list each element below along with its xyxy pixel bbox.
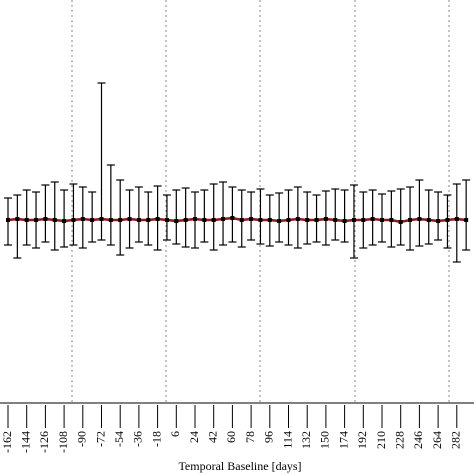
marker: [127, 217, 132, 221]
marker: [230, 216, 235, 220]
x-tick-label: 282: [449, 431, 463, 449]
mean-line: [7, 216, 467, 224]
marker: [52, 218, 57, 222]
marker: [351, 218, 356, 222]
marker: [370, 217, 375, 221]
x-tick-label: -72: [93, 431, 107, 447]
marker: [211, 218, 216, 222]
marker: [155, 217, 160, 221]
marker: [6, 218, 10, 222]
x-tick-label: -36: [131, 431, 145, 447]
marker: [464, 218, 469, 222]
marker: [398, 220, 403, 224]
marker: [258, 218, 263, 222]
marker: [454, 217, 459, 221]
x-tick-label: 210: [374, 431, 388, 449]
x-tick-label: -108: [56, 431, 70, 453]
marker: [24, 218, 29, 222]
marker: [417, 217, 422, 221]
x-tick-label: 264: [430, 431, 444, 449]
x-tick-label: -162: [0, 431, 14, 453]
marker: [202, 218, 207, 222]
marker: [193, 217, 197, 221]
marker: [15, 217, 20, 221]
marker: [314, 218, 319, 222]
x-tick-label: 42: [205, 431, 219, 443]
x-tick-label: -126: [37, 431, 51, 453]
marker: [34, 218, 39, 222]
marker: [146, 218, 151, 222]
marker: [249, 217, 254, 221]
marker: [333, 218, 338, 222]
x-tick-label: 96: [262, 431, 276, 443]
x-tick-label: 228: [392, 431, 406, 449]
marker: [380, 218, 384, 222]
marker: [286, 218, 291, 222]
marker: [342, 219, 347, 223]
marker: [295, 217, 300, 221]
x-tick-label: 150: [318, 431, 332, 449]
marker: [174, 219, 179, 223]
marker: [426, 218, 431, 222]
marker: [267, 218, 272, 222]
marker: [164, 218, 169, 222]
marker: [305, 218, 310, 222]
marker: [108, 218, 113, 222]
x-tick-label: 132: [299, 431, 313, 449]
marker: [62, 219, 67, 223]
x-tick-label: 24: [187, 431, 201, 443]
x-tick-label: 60: [224, 431, 238, 443]
marker: [445, 218, 450, 222]
marker: [239, 218, 244, 222]
x-tick-label: 174: [336, 431, 350, 449]
x-tick-label: -54: [112, 431, 126, 447]
marker: [389, 218, 394, 222]
x-tick-label: -90: [75, 431, 89, 447]
marker: [361, 218, 366, 222]
marker: [43, 217, 48, 221]
marker: [118, 218, 123, 222]
marker: [277, 219, 282, 223]
x-tick-label: -144: [18, 431, 32, 453]
marker: [221, 217, 226, 221]
x-tick-label: 114: [280, 431, 294, 449]
marker: [80, 217, 85, 221]
marker: [71, 218, 76, 222]
x-tick-label: 246: [411, 431, 425, 449]
marker: [99, 217, 104, 221]
marker: [436, 219, 441, 223]
marker: [183, 218, 188, 222]
x-tick-label: 78: [243, 431, 257, 443]
marker: [323, 217, 328, 221]
x-tick-label: -18: [149, 431, 163, 447]
marker: [136, 218, 141, 222]
marker: [408, 218, 413, 222]
marker: [90, 218, 95, 222]
x-tick-label: 6: [168, 431, 182, 437]
x-tick-label: 192: [355, 431, 369, 449]
x-axis-label: Temporal Baseline [days]: [178, 459, 301, 473]
